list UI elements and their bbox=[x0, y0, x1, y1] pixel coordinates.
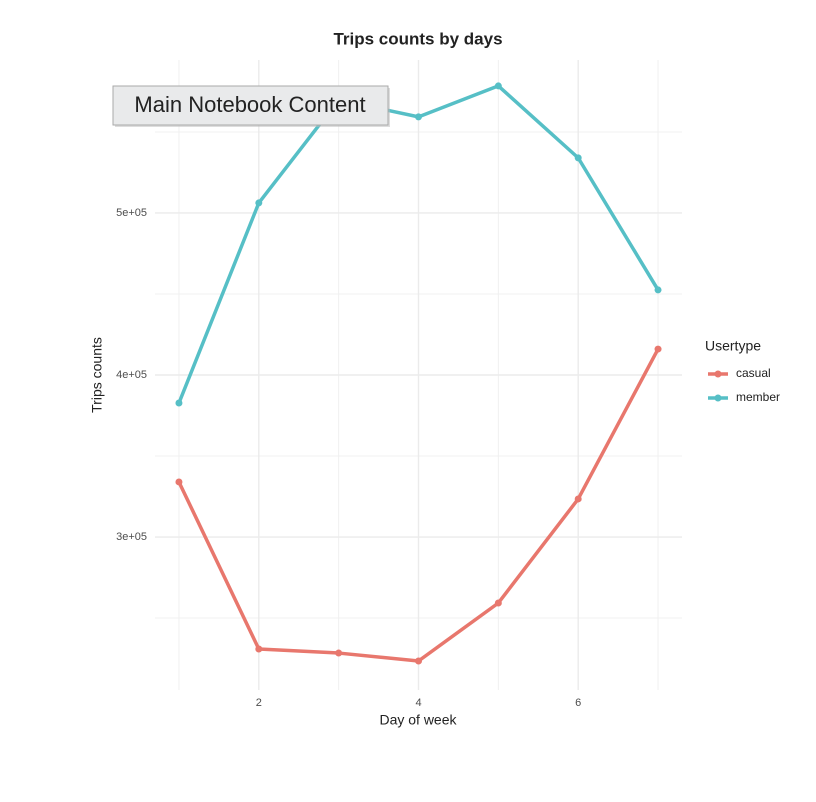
data-point bbox=[654, 345, 662, 353]
legend-key-point bbox=[714, 394, 722, 402]
data-point bbox=[494, 82, 502, 90]
data-point bbox=[574, 495, 582, 503]
plot bbox=[175, 82, 662, 665]
legend-key-point bbox=[714, 370, 722, 378]
data-point bbox=[574, 154, 582, 162]
x-tick-label: 4 bbox=[415, 697, 421, 709]
y-tick-label: 3e+05 bbox=[116, 531, 147, 543]
grid bbox=[155, 60, 682, 690]
y-axis-label: Trips counts bbox=[89, 337, 105, 413]
data-point bbox=[255, 199, 263, 207]
tooltip-text: Main Notebook Content bbox=[134, 92, 365, 117]
chart-title: Trips counts by days bbox=[333, 29, 502, 48]
legend-label: casual bbox=[736, 366, 771, 380]
x-axis-label: Day of week bbox=[379, 712, 457, 728]
data-point bbox=[415, 113, 422, 121]
data-point bbox=[335, 649, 343, 657]
data-point bbox=[175, 478, 183, 486]
data-point bbox=[654, 286, 662, 294]
y-tick-label: 4e+05 bbox=[116, 369, 147, 381]
data-point bbox=[415, 657, 422, 665]
x-tick-label: 6 bbox=[575, 697, 581, 709]
data-point bbox=[175, 399, 183, 407]
legend-title: Usertype bbox=[705, 338, 761, 354]
legend-label: member bbox=[736, 390, 780, 404]
data-point bbox=[494, 599, 502, 607]
y-tick-label: 5e+05 bbox=[116, 207, 147, 219]
x-tick-label: 2 bbox=[256, 697, 262, 709]
tooltip: Main Notebook Content bbox=[112, 85, 390, 127]
tooltip-box bbox=[112, 85, 389, 126]
data-point bbox=[255, 645, 263, 653]
